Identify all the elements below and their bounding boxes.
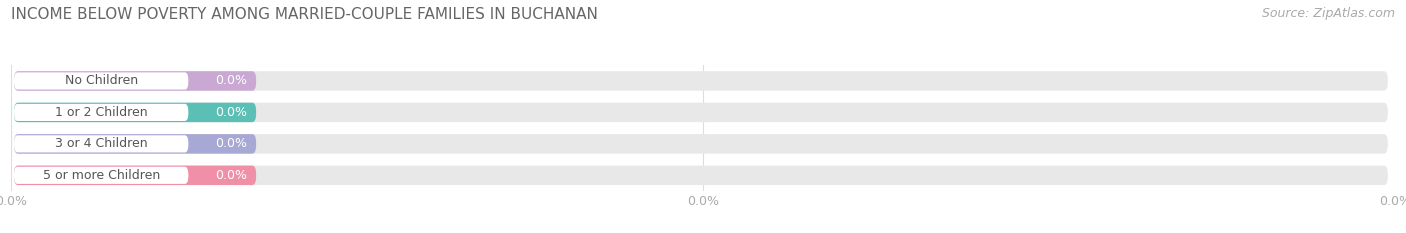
- FancyBboxPatch shape: [14, 71, 1388, 91]
- FancyBboxPatch shape: [14, 134, 1388, 154]
- FancyBboxPatch shape: [14, 134, 256, 154]
- Text: 1 or 2 Children: 1 or 2 Children: [55, 106, 148, 119]
- Text: No Children: No Children: [65, 75, 138, 87]
- Text: 0.0%: 0.0%: [215, 75, 247, 87]
- FancyBboxPatch shape: [14, 167, 188, 184]
- FancyBboxPatch shape: [14, 135, 188, 152]
- FancyBboxPatch shape: [14, 71, 256, 91]
- FancyBboxPatch shape: [14, 103, 1388, 122]
- Text: 0.0%: 0.0%: [215, 169, 247, 182]
- FancyBboxPatch shape: [14, 103, 256, 122]
- Text: 5 or more Children: 5 or more Children: [42, 169, 160, 182]
- Text: Source: ZipAtlas.com: Source: ZipAtlas.com: [1261, 7, 1395, 20]
- Text: 3 or 4 Children: 3 or 4 Children: [55, 137, 148, 150]
- Text: 0.0%: 0.0%: [215, 106, 247, 119]
- FancyBboxPatch shape: [14, 104, 188, 121]
- FancyBboxPatch shape: [14, 72, 188, 89]
- FancyBboxPatch shape: [14, 166, 256, 185]
- Text: INCOME BELOW POVERTY AMONG MARRIED-COUPLE FAMILIES IN BUCHANAN: INCOME BELOW POVERTY AMONG MARRIED-COUPL…: [11, 7, 598, 22]
- FancyBboxPatch shape: [14, 166, 1388, 185]
- Text: 0.0%: 0.0%: [215, 137, 247, 150]
